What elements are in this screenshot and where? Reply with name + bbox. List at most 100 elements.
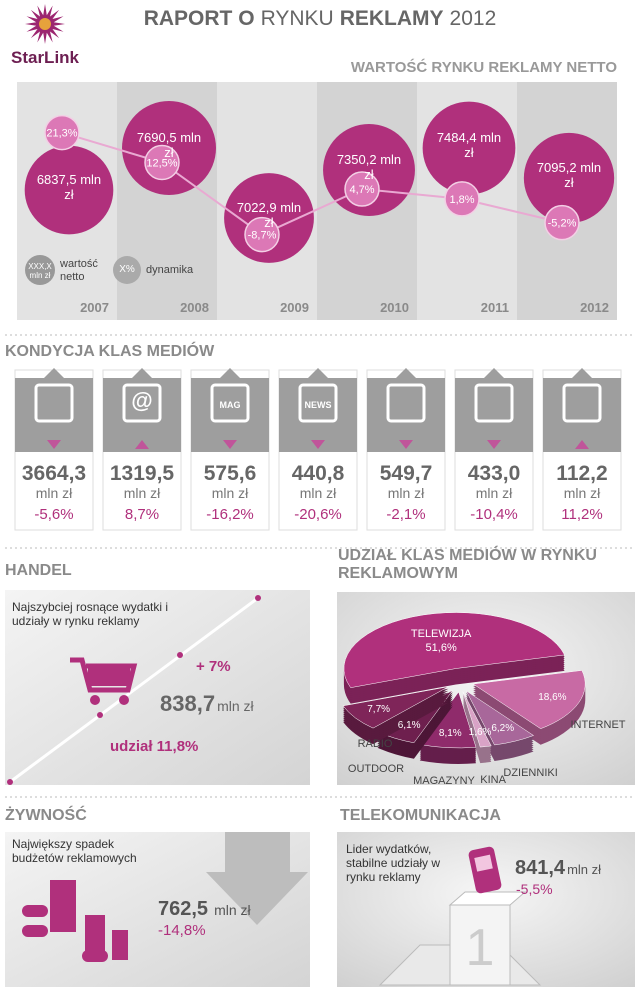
dynamics-label: 4,7% — [349, 184, 374, 196]
podium-top — [448, 891, 527, 906]
bubble-label: 7022,9 mln zł — [236, 200, 302, 230]
logo-center — [39, 18, 51, 30]
value-block: 838,7 mln zł — [160, 691, 254, 716]
card-head — [543, 368, 621, 452]
card-head — [191, 368, 269, 452]
section-title: ŻYWNOŚĆ — [5, 807, 87, 824]
pie-slice — [343, 612, 565, 688]
panel-subtitle: Najszybciej rosnące wydatki i udziały w … — [12, 600, 169, 628]
pie-label: TELEWIZJA — [410, 628, 472, 641]
trend-arrow — [47, 440, 61, 449]
cart-basket — [88, 668, 130, 686]
legend-swatch — [113, 256, 141, 284]
media-unit: mln zł — [475, 485, 513, 501]
value-bubble — [422, 101, 516, 195]
value-block: 841,4 mln zł — [515, 857, 601, 880]
icon-frame — [562, 383, 602, 423]
dynamics-bubble — [144, 144, 180, 181]
handel-unit: mln zł — [217, 698, 254, 714]
zywnosc-change: -14,8% — [158, 922, 206, 939]
panel-subtitle: Największy spadek budżetów reklamowych — [12, 837, 137, 865]
media-unit: mln zł — [35, 485, 73, 501]
trend-arrow — [575, 440, 589, 449]
x-tick-label: 2009 — [280, 300, 309, 315]
value-bubble — [24, 145, 114, 235]
handel-growth: + 7% — [196, 658, 231, 675]
page-title: RAPORT O RYNKU REKLAMY 2012 — [144, 7, 497, 30]
food-icon — [50, 880, 76, 932]
dynamics-bubble — [544, 204, 580, 241]
media-unit: mln zł — [299, 485, 337, 501]
icon-frame — [122, 383, 162, 423]
media-change: -16,2% — [206, 506, 254, 523]
dynamics-label: 1,8% — [449, 194, 474, 206]
dynamics-bubble — [444, 181, 480, 217]
pie-value-label: 51,6% — [425, 642, 457, 655]
section-title: HANDEL — [5, 562, 72, 579]
legend-label: dynamika — [146, 264, 194, 276]
pie-value-label: 18,6% — [538, 691, 567, 703]
dynamics-label: 21,3% — [46, 128, 77, 140]
handel-share: udział 11,8% — [110, 738, 199, 755]
media-value: 440,8 — [291, 462, 345, 485]
cart-icon — [70, 657, 138, 693]
x-tick-label: 2007 — [80, 300, 109, 315]
icon-frame — [34, 383, 74, 423]
bubble-label: 7350,2 mln zł — [336, 152, 402, 182]
media-change: 8,7% — [124, 506, 160, 523]
pie-slice — [462, 691, 492, 748]
card-head — [367, 368, 445, 452]
media-value: 575,6 — [203, 462, 257, 485]
media-value: 112,2 — [556, 462, 608, 485]
podium-front — [449, 904, 511, 986]
media-unit: mln zł — [123, 485, 161, 501]
media-value: 3664,3 — [21, 462, 87, 485]
icon-text: @ — [131, 388, 152, 413]
title-part: 2012 — [450, 7, 497, 30]
legend-swatch — [25, 255, 55, 285]
bubble-label: 6837,5 mln zł — [36, 172, 102, 202]
pie-slice — [472, 670, 586, 729]
x-tick-label: 2011 — [481, 300, 509, 315]
handel-value: 838,7 — [160, 691, 216, 716]
icon-text: NEWS — [305, 400, 332, 410]
pie-value-label: 1,6% — [468, 726, 492, 738]
food-icon — [112, 930, 128, 960]
value-bubble — [523, 132, 615, 224]
pie-label: OUTDOOR — [347, 763, 405, 776]
legend-sample: XXX,X mln zł — [28, 262, 52, 281]
bubble-label: 7484,4 mln zł — [436, 130, 502, 160]
pie-label: MAGAZYNY — [413, 775, 475, 788]
trend-arrow — [487, 440, 501, 449]
x-tick-label: 2012 — [580, 300, 609, 315]
icon-frame — [210, 383, 250, 423]
pie-value-label: 7,7% — [367, 704, 391, 716]
card-head — [15, 368, 93, 452]
trend-arrow — [311, 440, 325, 449]
dynamics-label: 12,5% — [146, 158, 177, 170]
food-icon — [22, 905, 48, 917]
food-icon — [82, 950, 108, 962]
dynamics-bubble — [244, 216, 280, 253]
panel — [5, 590, 310, 785]
media-unit: mln zł — [211, 485, 249, 501]
zywnosc-value: 762,5 — [158, 898, 209, 920]
trend-dot — [7, 779, 13, 785]
trend-dot — [177, 652, 183, 658]
title-part: REKLAMY — [340, 7, 444, 30]
chart-title: UDZIAŁ KLAS MEDIÓW W RYNKU REKLAMOWYM — [338, 547, 597, 583]
icon-frame — [474, 383, 514, 423]
dynamics-bubble — [44, 114, 80, 151]
media-change: -10,4% — [470, 506, 518, 523]
icon-frame — [386, 383, 426, 423]
media-change: 11,2% — [561, 506, 603, 523]
telekom-value: 841,4 — [515, 857, 566, 879]
zywnosc-unit: mln zł — [214, 902, 251, 918]
pie-value-label: 6,1% — [397, 720, 421, 732]
media-change: -5,6% — [34, 506, 74, 523]
trend-dot — [255, 595, 261, 601]
down-arrow — [206, 832, 308, 925]
panel-subtitle: Lider wydatków, stabilne udziały w rynku… — [346, 842, 441, 884]
dynamics-label: -5,2% — [548, 218, 577, 230]
